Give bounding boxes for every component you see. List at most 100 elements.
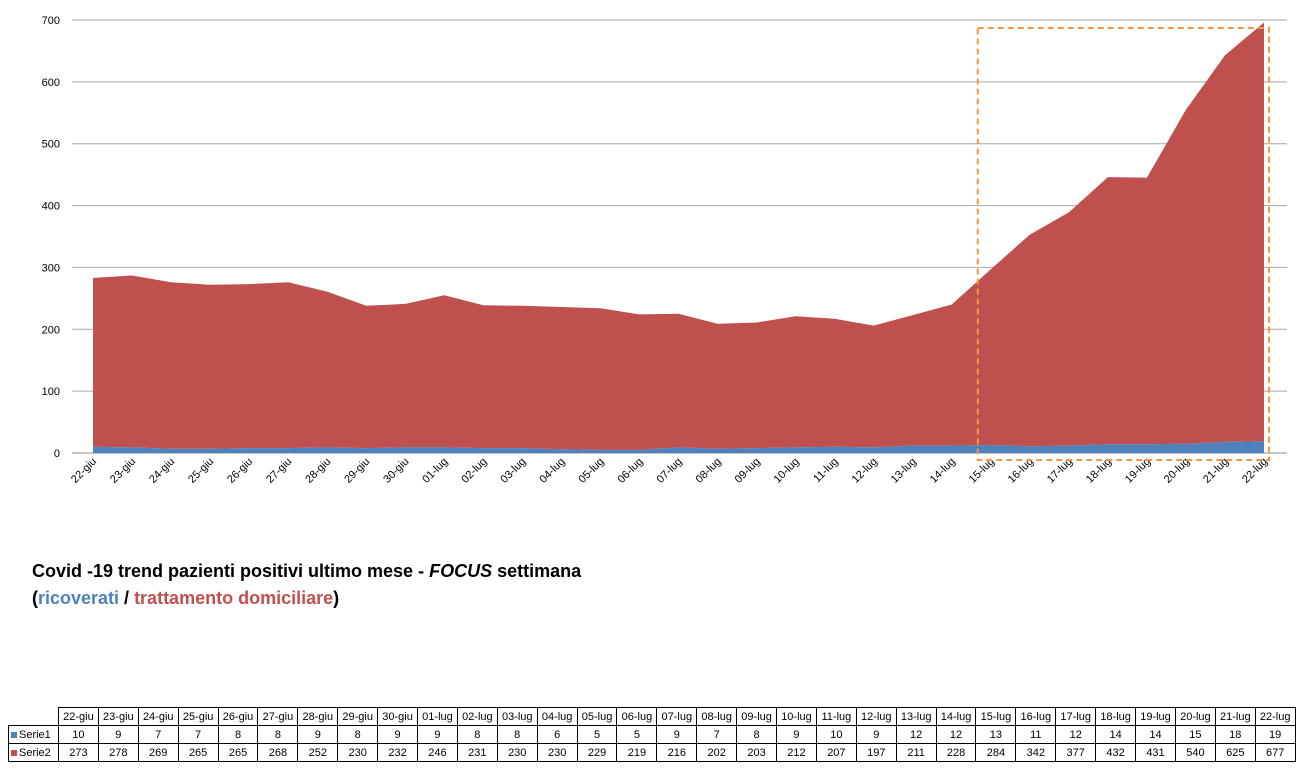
x-tick-label: 06-lug — [615, 456, 645, 486]
x-tick-label: 28-giu — [303, 456, 333, 486]
table-cell: 12 — [895, 725, 937, 744]
table-corner — [8, 707, 59, 726]
table-row-header: Serie1 — [8, 725, 59, 744]
table-header-cell: 16-lug — [1015, 707, 1057, 726]
table-cell: 9 — [377, 725, 419, 744]
table-cell: 7 — [137, 725, 179, 744]
chart-caption: Covid -19 trend pazienti positivi ultimo… — [32, 558, 581, 612]
table-header-cell: 10-lug — [776, 707, 817, 726]
x-tick-label: 13-lug — [889, 456, 919, 486]
table-header-cell: 03-lug — [496, 707, 538, 726]
table-header-cell: 09-lug — [736, 707, 778, 726]
caption-line-1: Covid -19 trend pazienti positivi ultimo… — [32, 558, 581, 585]
table-cell: 540 — [1174, 743, 1216, 762]
table-header-cell: 04-lug — [536, 707, 578, 726]
table-cell: 232 — [377, 743, 419, 762]
x-tick-label: 01-lug — [420, 456, 450, 486]
table-cell: 12 — [1055, 725, 1097, 744]
table-cell: 211 — [895, 743, 937, 762]
table-cell: 15 — [1174, 725, 1216, 744]
table-cell: 197 — [855, 743, 897, 762]
caption-title: Covid -19 trend pazienti positivi ultimo… — [32, 561, 430, 581]
y-tick-label: 300 — [42, 262, 60, 274]
table-header-row: 22-giu 23-giu 24-giu 25-giu 26-giu 27-giu 28-g… — [8, 707, 1296, 726]
table-cell: 216 — [656, 743, 698, 762]
table-cell: 8 — [217, 725, 259, 744]
x-tick-label: 30-giu — [381, 456, 411, 486]
x-tick-label: 27-giu — [264, 456, 294, 486]
table-header-cell: 22-lug — [1254, 707, 1296, 726]
table-row: Serie1 10 9 7 7 8 8 9 8 9 9 8 8 6 5 5 9 7 8 9 10 9 12 12 13 11 12 1… — [8, 725, 1296, 744]
x-tick-label: 26-giu — [225, 456, 255, 486]
caption-focus: FOCUS — [429, 561, 493, 581]
x-tick-label: 07-lug — [655, 456, 685, 486]
table-header-cell: 11-lug — [815, 707, 857, 726]
caption-slash: / — [119, 588, 135, 608]
table-cell: 202 — [696, 743, 738, 762]
area-chart: 0 100 200 300 400 500 600 700 22-giu 23-giu 24-gi… — [42, 15, 1287, 486]
data-table: 22-giu 23-giu 24-giu 25-giu 26-giu 27-giu 28-g… — [8, 707, 1296, 762]
table-header-cell: 18-lug — [1095, 707, 1137, 726]
table-cell: 5 — [616, 725, 658, 744]
table-header-cell: 19-lug — [1135, 707, 1176, 726]
caption-ricoverati: ricoverati — [38, 588, 120, 608]
caption-line-2: (ricoverati / trattamento domiciliare) — [32, 585, 581, 612]
table-cell: 268 — [257, 743, 299, 762]
legend-swatch — [11, 731, 17, 738]
table-row: Serie2 273 278 269 265 265 268 252 230 232 246 231 2… — [8, 743, 1296, 762]
table-cell: 8 — [337, 725, 379, 744]
y-tick-label: 0 — [54, 448, 60, 460]
caption-week: settimana — [492, 561, 582, 581]
table-cell: 13 — [975, 725, 1017, 744]
table-header-cell: 07-lug — [656, 707, 698, 726]
table-cell: 14 — [1135, 725, 1176, 744]
table-header-cell: 20-lug — [1174, 707, 1216, 726]
table-row-header: Serie2 — [8, 743, 59, 762]
table-cell: 14 — [1095, 725, 1137, 744]
table-header-cell: 02-lug — [456, 707, 498, 726]
table-cell: 219 — [616, 743, 658, 762]
table-cell: 246 — [417, 743, 458, 762]
x-tick-label: 11-lug — [811, 456, 841, 486]
table-cell: 207 — [815, 743, 857, 762]
x-tick-label: 03-lug — [498, 456, 528, 486]
table-cell: 8 — [496, 725, 538, 744]
table-header-cell: 12-lug — [855, 707, 897, 726]
table-body: Serie1 10 9 7 7 8 8 9 8 9 9 8 8 6 5 5 9 7 8 9 10 9 12 12 13 11 12 1… — [8, 725, 1296, 762]
table-header-cell: 08-lug — [696, 707, 738, 726]
table-cell: 625 — [1214, 743, 1256, 762]
x-tick-label: 10-lug — [772, 456, 802, 486]
table-header-cell: 01-lug — [417, 707, 458, 726]
table-cell: 9 — [656, 725, 698, 744]
table-header-cell: 28-giu — [297, 707, 339, 726]
table-cell: 230 — [536, 743, 578, 762]
table-cell: 7 — [696, 725, 738, 744]
table-cell: 431 — [1135, 743, 1176, 762]
table-cell: 377 — [1055, 743, 1097, 762]
table-header-cell: 27-giu — [257, 707, 299, 726]
table-cell: 230 — [496, 743, 538, 762]
series-name: Serie1 — [19, 728, 51, 741]
table-cell: 9 — [417, 725, 458, 744]
y-axis-ticks: 0 100 200 300 400 500 600 700 — [42, 15, 60, 460]
table-cell: 269 — [137, 743, 179, 762]
table-cell: 6 — [536, 725, 578, 744]
table-cell: 229 — [576, 743, 618, 762]
x-tick-label: 02-lug — [459, 456, 489, 486]
x-tick-label: 25-giu — [186, 456, 216, 486]
table-cell: 278 — [97, 743, 139, 762]
table-header-cell: 21-lug — [1214, 707, 1256, 726]
table-cell: 19 — [1254, 725, 1296, 744]
table-header-cell: 05-lug — [576, 707, 618, 726]
table-cell: 9 — [97, 725, 139, 744]
x-tick-label: 12-lug — [850, 456, 880, 486]
table-cell: 342 — [1015, 743, 1057, 762]
table-cell: 265 — [217, 743, 259, 762]
table-cell: 18 — [1214, 725, 1256, 744]
table-header-cell: 22-giu — [58, 707, 99, 726]
caption-trattamento: trattamento domiciliare — [134, 588, 334, 608]
table-cell: 252 — [297, 743, 339, 762]
table-cell: 10 — [58, 725, 99, 744]
table-cell: 7 — [177, 725, 219, 744]
table-cell: 203 — [736, 743, 778, 762]
